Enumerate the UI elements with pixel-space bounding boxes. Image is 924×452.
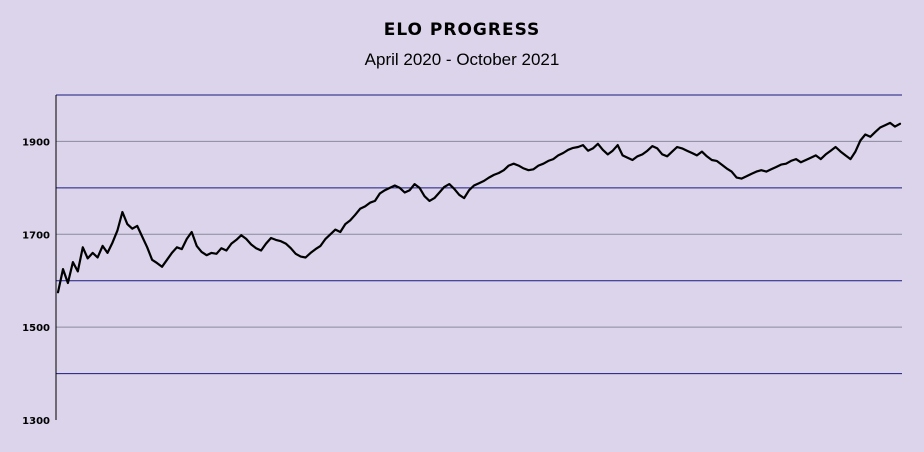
y-tick-label-1900: 1900 (22, 137, 50, 148)
y-tick-label-1300: 1300 (22, 416, 50, 427)
chart-title: ELO PROGRESS (383, 20, 541, 40)
gridlines (56, 94, 902, 375)
chart-subtitle: April 2020 - October 2021 (364, 50, 560, 69)
y-tick-labels: 1300 1500 1700 1900 (22, 137, 50, 427)
series-line-elo (56, 121, 902, 294)
y-tick-label-1500: 1500 (22, 323, 50, 334)
y-tick-label-1700: 1700 (22, 230, 50, 241)
